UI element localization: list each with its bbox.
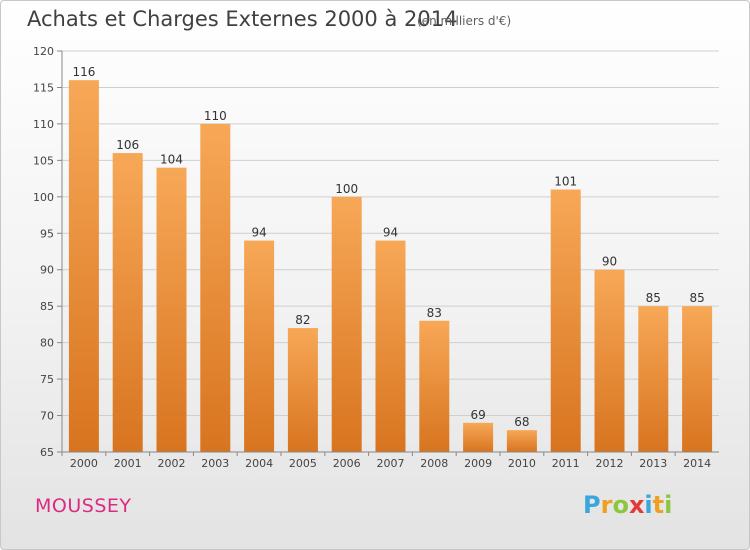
y-tick-label: 65 <box>40 446 54 459</box>
bar-2008 <box>419 320 450 452</box>
x-tick-label-2012: 2012 <box>596 457 624 470</box>
y-tick-label: 80 <box>40 337 54 350</box>
proxiti-logo[interactable]: Proxiti <box>583 491 673 519</box>
value-label-2013: 85 <box>646 291 661 305</box>
value-label-2005: 82 <box>295 313 310 327</box>
x-tick-label-2007: 2007 <box>377 457 405 470</box>
bar-2002 <box>156 167 187 452</box>
y-tick-label: 70 <box>40 410 54 423</box>
value-label-2012: 90 <box>602 255 617 269</box>
value-label-2014: 85 <box>689 291 704 305</box>
x-tick-label-2001: 2001 <box>114 457 142 470</box>
bar-2010 <box>506 430 537 452</box>
bar-2014 <box>682 306 713 452</box>
value-label-2000: 116 <box>72 65 95 79</box>
value-label-2002: 104 <box>160 153 183 167</box>
chart-subtitle: (en milliers d'€) <box>417 14 512 28</box>
commune-name: MOUSSEY <box>35 495 132 517</box>
value-label-2011: 101 <box>554 175 577 189</box>
value-label-2008: 83 <box>427 306 442 320</box>
x-tick-label-2011: 2011 <box>552 457 580 470</box>
x-tick-label-2013: 2013 <box>639 457 667 470</box>
bar-2011 <box>550 189 581 452</box>
bar-2007 <box>375 240 406 452</box>
bar-2005 <box>287 328 318 452</box>
bar-2006 <box>331 196 362 452</box>
x-tick-label-2014: 2014 <box>683 457 711 470</box>
y-tick-label: 105 <box>33 154 54 167</box>
x-tick-label-2004: 2004 <box>245 457 273 470</box>
bar-2004 <box>244 240 275 452</box>
x-tick-label-2009: 2009 <box>464 457 492 470</box>
value-label-2001: 106 <box>116 138 139 152</box>
y-tick-label: 90 <box>40 264 54 277</box>
value-label-2009: 69 <box>470 408 485 422</box>
x-tick-label-2005: 2005 <box>289 457 317 470</box>
value-label-2003: 110 <box>204 109 227 123</box>
chart-title: Achats et Charges Externes 2000 à 2014 <box>27 7 458 31</box>
value-label-2010: 68 <box>514 415 529 429</box>
x-tick-label-2008: 2008 <box>420 457 448 470</box>
bar-2013 <box>638 306 669 452</box>
y-tick-label: 85 <box>40 300 54 313</box>
value-label-2006: 100 <box>335 182 358 196</box>
bar-2012 <box>594 269 625 452</box>
x-tick-label-2010: 2010 <box>508 457 536 470</box>
x-tick-label-2006: 2006 <box>333 457 361 470</box>
y-tick-label: 120 <box>33 45 54 58</box>
value-label-2007: 94 <box>383 226 398 240</box>
bar-2009 <box>463 422 494 452</box>
y-tick-label: 75 <box>40 373 54 386</box>
bar-2000 <box>68 80 99 452</box>
x-tick-label-2002: 2002 <box>158 457 186 470</box>
y-tick-label: 95 <box>40 227 54 240</box>
x-tick-label-2003: 2003 <box>201 457 229 470</box>
bar-2003 <box>200 123 231 452</box>
bar-2001 <box>112 153 143 452</box>
y-tick-label: 115 <box>33 81 54 94</box>
y-tick-label: 110 <box>33 118 54 131</box>
value-label-2004: 94 <box>251 226 266 240</box>
y-tick-label: 100 <box>33 191 54 204</box>
x-tick-label-2000: 2000 <box>70 457 98 470</box>
